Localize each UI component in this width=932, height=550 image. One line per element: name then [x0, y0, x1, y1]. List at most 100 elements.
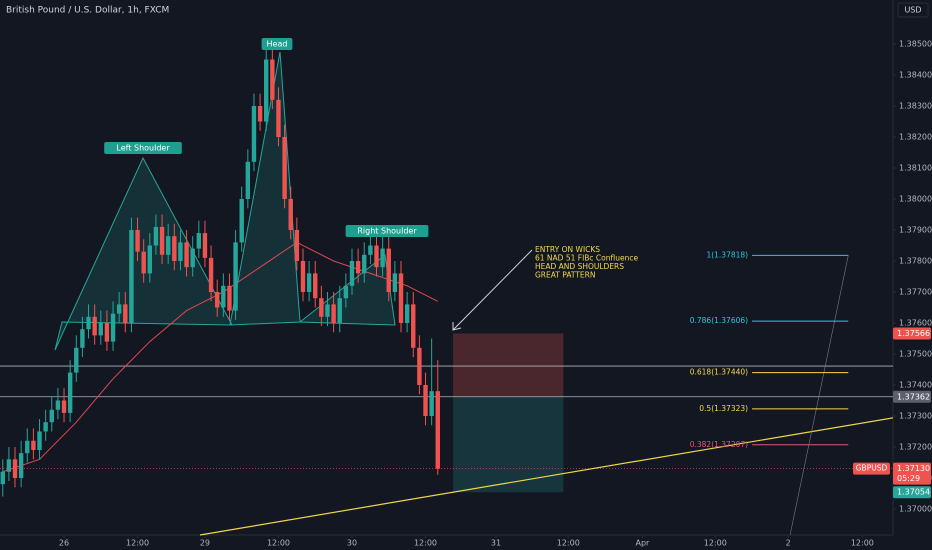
candle-body [25, 440, 30, 454]
arrow-head [452, 322, 462, 331]
entry-price-label-bg [893, 390, 931, 403]
y-tick-label: 1.38300 [899, 102, 932, 111]
candle-body [276, 99, 281, 138]
target-price-label: 1.37054 [897, 488, 930, 497]
candle-body [178, 242, 183, 261]
symbol-label: GBPUSD [856, 464, 888, 473]
candle-body [104, 322, 110, 342]
y-tick-label: 1.37700 [899, 287, 932, 296]
candle-body [123, 304, 128, 323]
candle-body [257, 106, 263, 122]
candle-body [435, 391, 440, 469]
candle-body [429, 391, 434, 416]
annotation-text: ENTRY ON WICKS [535, 245, 600, 254]
candle-body [337, 298, 342, 323]
candle-body [184, 242, 189, 268]
candle-body [190, 248, 195, 268]
x-tick-label: 26 [59, 539, 69, 548]
fib-label: 0.786(1.37606) [690, 316, 748, 325]
x-tick-label: 12:00 [704, 539, 727, 548]
currency[interactable]: USD [904, 6, 921, 15]
candle-body [319, 298, 324, 317]
pattern-label: Head [267, 40, 288, 49]
last-price-label: 1.37130 [897, 464, 930, 473]
candle-body [37, 431, 42, 451]
candle-body [43, 422, 48, 432]
pattern-label-bg [261, 38, 293, 50]
candle-body [135, 229, 140, 252]
candle-body [343, 285, 349, 299]
candle-body [159, 226, 165, 255]
candle-body [147, 245, 153, 274]
candle-body [74, 347, 79, 373]
candle-body [300, 260, 306, 292]
candle-body [55, 400, 61, 410]
x-tick-label: 12:00 [414, 539, 437, 548]
candle-body [214, 291, 220, 308]
stop-price-label-bg [893, 327, 931, 340]
candle-body [368, 245, 373, 255]
candle-body [110, 313, 116, 342]
candle-body [80, 329, 85, 348]
candle-body [239, 198, 244, 243]
candle-body [362, 254, 367, 274]
candle-body [67, 372, 73, 413]
candle-body [165, 236, 171, 255]
candle-body [196, 233, 202, 249]
target-zone [453, 396, 564, 493]
entry-price-label: 1.37362 [897, 392, 930, 401]
y-tick-label: 1.38400 [899, 71, 932, 80]
candle-body [141, 251, 146, 274]
candle-body [18, 453, 24, 478]
chart-title: British Pound / U.S. Dollar, 1h, FXCM [6, 6, 169, 16]
x-tick-label: 12:00 [267, 539, 290, 548]
candle-body [417, 347, 422, 385]
candle-body [221, 285, 226, 308]
candle-body [349, 260, 355, 286]
x-tick-label: Apr [635, 539, 650, 548]
candle-body [227, 285, 232, 311]
candle-body [423, 384, 428, 416]
y-tick-label: 1.38200 [899, 133, 932, 142]
pattern-label-bg [345, 225, 429, 237]
y-tick-label: 1.37300 [899, 411, 932, 420]
target-price-label-bg [893, 486, 931, 499]
candle-body [233, 242, 238, 311]
candle-body [294, 229, 300, 261]
fib-label: 0.5(1.37323) [699, 404, 748, 413]
candle-body [270, 59, 275, 100]
x-tick-label: 2 [786, 539, 791, 548]
y-tick-label: 1.37000 [899, 504, 932, 513]
candle-body [129, 229, 134, 323]
pattern-label: Right Shoulder [357, 227, 417, 236]
candle-body [313, 273, 318, 299]
candle-body [355, 260, 361, 274]
y-tick-label: 1.37400 [899, 380, 932, 389]
candle-body [6, 459, 12, 472]
candle-body [86, 316, 91, 330]
candle-body [386, 248, 391, 292]
candle-body [288, 198, 293, 230]
candle-body [202, 233, 208, 258]
annotation-text: 61 NAD 51 FIBc Confluence [535, 254, 638, 263]
candle-body [49, 409, 54, 423]
y-tick-label: 1.38000 [899, 194, 932, 203]
x-tick-label: 12:00 [557, 539, 580, 548]
annotation-text: GREAT PATTERN [535, 271, 595, 280]
annotation-text: HEAD AND SHOULDERS [535, 262, 624, 271]
candle-body [404, 304, 410, 323]
fib-label: 0.618(1.37440) [690, 368, 748, 377]
candle-body [172, 236, 177, 261]
candle-body [61, 400, 67, 413]
countdown: 05:29 [897, 474, 920, 483]
candle-body [208, 257, 214, 292]
candle-body [411, 304, 416, 348]
currency-button[interactable] [897, 2, 929, 18]
candle-body [245, 161, 251, 199]
candle-body [31, 440, 36, 451]
x-tick-label: 12:00 [126, 539, 149, 548]
candle-body [153, 226, 159, 246]
